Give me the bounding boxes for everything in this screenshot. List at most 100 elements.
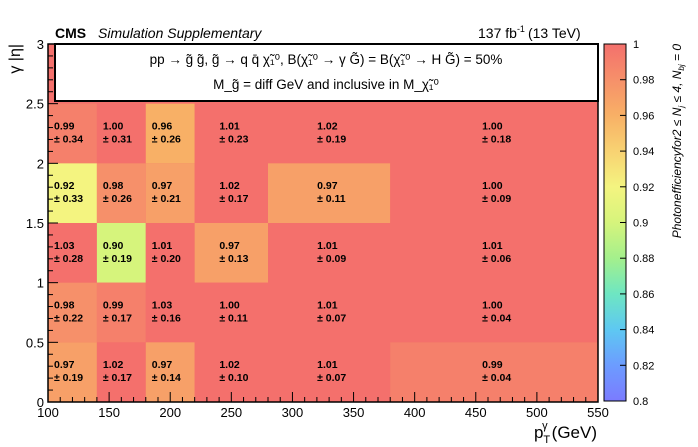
cell-value-label: 0.90	[103, 240, 124, 252]
heatmap-cell	[268, 342, 391, 402]
heatmap-cell	[268, 103, 391, 164]
y-tick-label: 1	[37, 276, 44, 291]
x-axis: 100 150 200 250 300 350 400 450 500 550	[37, 392, 609, 420]
color-scale-axis: 0.8 0.82 0.84 0.86 0.88 0.9 0.92 0.94 0.96 0.98 1	[620, 39, 654, 408]
y-axis-title: γ |η|	[7, 44, 24, 74]
cell-error-label: ± 0.07	[317, 313, 346, 325]
cell-value-label: 1.02	[219, 359, 240, 371]
heatmap-cell	[390, 223, 598, 283]
heatmap-cell	[96, 342, 146, 402]
y-tick-label: 1.5	[26, 216, 44, 231]
cell-error-label: ± 0.06	[482, 253, 511, 265]
heatmap-cell	[268, 163, 391, 223]
heatmap-cell	[390, 103, 598, 164]
heatmap-cell	[48, 282, 97, 343]
heatmap-cell	[194, 103, 268, 164]
heatmap-cell	[48, 163, 97, 223]
z-tick-label: 0.9	[633, 218, 648, 230]
x-tick-label: 250	[220, 405, 242, 420]
cell-error-label: ± 0.11	[219, 313, 248, 325]
heatmap-cell	[145, 163, 195, 223]
cell-error-label: ± 0.19	[54, 372, 83, 384]
cell-value-label: 0.97	[152, 359, 173, 371]
cell-error-label: ± 0.11	[317, 193, 346, 205]
heatmap-cell	[390, 163, 598, 223]
z-tick-label: 0.92	[633, 182, 654, 194]
heatmap-cell	[96, 282, 146, 343]
cell-error-label: ± 0.17	[103, 313, 132, 325]
z-tick-label: 0.8	[633, 396, 648, 408]
cell-error-label: ± 0.18	[482, 134, 511, 146]
cell-error-label: ± 0.22	[54, 313, 83, 325]
cell-error-label: ± 0.09	[482, 193, 511, 205]
cell-error-label: ± 0.26	[152, 134, 181, 146]
cell-value-label: 0.98	[54, 300, 75, 312]
heatmap-cell	[194, 282, 268, 343]
y-tick-label: 2	[37, 156, 44, 171]
cell-value-label: 1.02	[219, 180, 240, 192]
cell-error-label: ± 0.26	[103, 193, 132, 205]
cell-value-label: 1.00	[482, 121, 503, 133]
cell-value-label: 1.01	[317, 240, 338, 252]
x-tick-label: 400	[404, 405, 426, 420]
heatmap-cell	[194, 163, 268, 223]
experiment-label: CMS	[55, 25, 86, 41]
cell-value-label: 1.01	[317, 300, 338, 312]
cell-error-label: ± 0.21	[152, 193, 181, 205]
cell-value-label: 0.92	[54, 180, 75, 192]
x-axis-title: pTγ (GeV)	[534, 420, 597, 446]
cell-error-label: ± 0.20	[152, 253, 181, 265]
cell-value-label: 1.02	[317, 121, 338, 133]
x-tick-label: 500	[526, 405, 548, 420]
cell-error-label: ± 0.10	[219, 372, 248, 384]
cell-value-label: 0.97	[54, 359, 75, 371]
y-tick-label: 2.5	[26, 97, 44, 112]
x-tick-label: 300	[282, 405, 304, 420]
cell-value-label: 0.97	[152, 180, 173, 192]
x-tick-label: 550	[587, 405, 609, 420]
cell-value-label: 1.00	[482, 180, 503, 192]
heatmap-cell	[145, 103, 195, 164]
x-tick-label: 150	[98, 405, 120, 420]
cell-value-label: 1.03	[152, 300, 173, 312]
cell-value-label: 1.02	[103, 359, 124, 371]
z-tick-label: 0.84	[633, 325, 654, 337]
heatmap-cell	[145, 282, 195, 343]
cell-value-label: 0.97	[219, 240, 240, 252]
z-tick-label: 1	[633, 39, 639, 51]
heatmap-cell	[96, 103, 146, 164]
x-tick-label: 350	[343, 405, 365, 420]
cell-error-label: ± 0.31	[103, 134, 132, 146]
z-tick-label: 0.82	[633, 360, 654, 372]
z-tick-label: 0.94	[633, 146, 654, 158]
heatmap-cell	[48, 223, 97, 283]
cell-value-label: 0.99	[103, 300, 124, 312]
cell-error-label: ± 0.04	[482, 372, 511, 384]
cell-value-label: 1.00	[219, 300, 240, 312]
x-tick-label: 100	[37, 405, 59, 420]
cell-value-label: 0.96	[152, 121, 173, 133]
legend-line-1: pp → g̃ g̃, g̃ → q q̄ χ̃₁⁰, B(χ̃₁⁰ → γ G…	[150, 52, 503, 67]
cell-value-label: 1.00	[482, 300, 503, 312]
heatmap-cell	[390, 282, 598, 343]
heatmap-cell	[48, 103, 97, 164]
cell-error-label: ± 0.34	[54, 134, 83, 146]
heatmap-cell	[145, 223, 195, 283]
cell-value-label: 1.00	[103, 121, 124, 133]
z-tick-label: 0.86	[633, 289, 654, 301]
cell-value-label: 1.01	[317, 359, 338, 371]
cell-error-label: ± 0.19	[317, 134, 346, 146]
cell-error-label: ± 0.17	[219, 193, 248, 205]
cell-error-label: ± 0.23	[219, 134, 248, 146]
cell-value-label: 1.03	[54, 240, 75, 252]
cell-value-label: 0.99	[482, 359, 503, 371]
cell-value-label: 0.97	[317, 180, 338, 192]
y-axis: 0 0.5 1 1.5 2 2.5 3	[26, 37, 58, 410]
x-tick-label: 450	[465, 405, 487, 420]
cell-value-label: 1.01	[152, 240, 173, 252]
heatmap-cells: 0.99± 0.341.00± 0.310.96± 0.261.01± 0.23…	[48, 44, 598, 402]
color-scale-title: Photonefficiencyfor2 ≤ Nj ≤ 4, Nbj = 0	[670, 44, 686, 239]
cell-value-label: 1.01	[482, 240, 503, 252]
cell-error-label: ± 0.14	[152, 372, 181, 384]
cell-value-label: 1.01	[219, 121, 240, 133]
